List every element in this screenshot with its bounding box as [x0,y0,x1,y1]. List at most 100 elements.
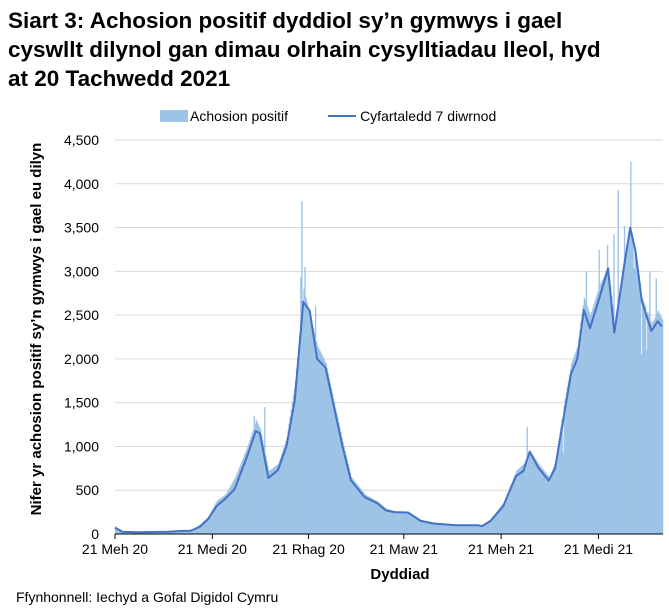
bar [420,519,423,534]
bar [522,464,524,534]
bar [612,304,614,534]
bar [244,454,246,534]
bar [406,512,409,534]
bar [382,505,385,534]
bar [642,300,645,534]
bar [358,486,360,534]
bar [450,523,452,534]
bar [204,519,207,534]
bar [288,423,290,534]
bar [189,530,191,534]
bar [401,511,404,534]
bar [269,470,271,534]
bar [198,525,200,534]
bar [171,531,173,534]
bar [332,397,335,534]
bar [294,380,297,534]
bar [217,499,219,534]
bar [226,492,228,534]
bar [303,288,305,534]
bar [258,426,261,534]
bar [399,511,401,534]
bar [349,472,352,534]
bar [465,524,467,534]
x-tick-label: 21 Medi 21 [564,541,633,557]
bar [470,524,472,534]
bar [492,516,495,534]
bar [278,460,281,534]
bar [560,426,562,534]
bar [195,527,197,534]
bar [412,514,414,534]
y-tick-label: 1,500 [64,395,99,411]
bar [295,369,298,534]
bar [453,524,455,534]
bar [369,497,372,534]
bar [237,470,240,534]
bar [643,303,646,534]
bar [602,277,605,534]
bar [564,398,566,534]
bar [391,510,393,534]
bar [501,505,503,534]
bar [427,521,429,534]
bar [257,424,260,534]
bar [426,521,428,534]
bar [525,459,527,534]
bar [350,477,353,534]
bar [271,468,273,534]
x-tick-label: 21 Rhag 20 [272,541,345,557]
bar [519,467,521,534]
bar [638,275,641,534]
bar [590,315,592,534]
bar [186,530,189,534]
bar [652,321,654,534]
chart-title: Siart 3: Achosion positif dyddiol sy’n g… [8,6,601,93]
bar [254,423,257,534]
bar [187,530,190,534]
bar [490,519,492,534]
bar [582,305,584,534]
bar [543,470,545,534]
legend: Achosion positif Cyfartaledd 7 diwrnod [160,108,536,124]
bar [361,490,363,534]
bar [436,522,438,534]
bar [653,319,655,534]
bar [218,499,221,534]
bar [232,481,234,534]
x-tick-label: 21 Medi 20 [178,541,247,557]
legend-swatch-line [328,115,357,117]
bar [247,446,249,534]
bar [196,526,198,534]
bar [659,315,662,534]
bar [373,499,375,534]
bar [318,347,320,534]
bar [570,363,573,534]
bar [510,484,513,534]
bar [536,460,538,534]
bar [418,518,420,534]
bar [194,527,196,534]
bar [404,511,407,534]
bar [513,476,516,534]
bar [262,439,264,534]
bar [302,300,304,534]
bar [333,402,336,534]
y-tick-label: 4,000 [64,176,99,192]
bar [640,354,643,534]
bar [395,511,397,534]
bar [617,189,619,534]
bar [289,416,291,534]
bar [342,442,344,534]
bar [467,524,469,534]
y-tick-label: 2,000 [64,351,99,367]
bar [341,437,343,534]
bar [586,306,589,534]
bar [230,485,232,534]
bar [249,439,251,534]
bar [569,369,572,534]
bar [520,466,522,534]
bar [265,455,267,534]
bar [203,520,206,534]
